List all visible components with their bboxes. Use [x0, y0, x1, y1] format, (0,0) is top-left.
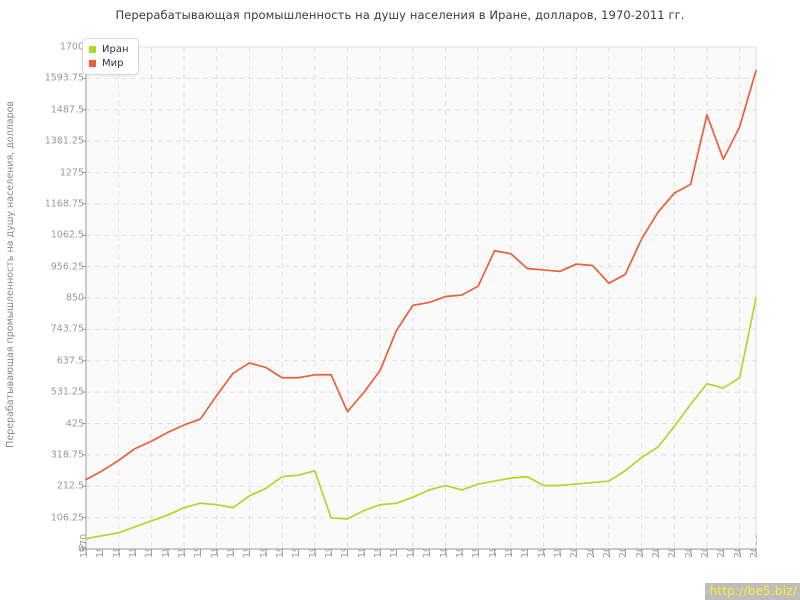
y-tick-label: 956.25 [50, 261, 84, 273]
grid-lines [85, 46, 756, 549]
legend-label-iran: Иран [102, 43, 129, 55]
legend-swatch-world [89, 59, 96, 67]
y-tick-label: 318.75 [50, 449, 84, 461]
series-line-world[interactable] [85, 69, 757, 481]
y-tick-label: 1275 [59, 167, 84, 178]
legend-label-world: Мир [102, 57, 124, 69]
y-tick-label: 743.75 [50, 323, 84, 335]
y-tick-label: 850 [65, 292, 84, 304]
legend-item-world[interactable]: Мир [89, 56, 129, 70]
y-tick-label: 1593.75 [44, 72, 84, 84]
y-tick-label: 1062.5 [50, 229, 84, 241]
series-line-iran[interactable] [85, 297, 757, 540]
chart-title: Перерабатывающая промышленность на душу … [115, 8, 685, 22]
legend-swatch-iran [89, 45, 96, 53]
y-tick-label: 1168.75 [44, 198, 84, 210]
y-tick-label: 212.5 [56, 480, 84, 492]
y-tick-label: 1487.5 [50, 104, 84, 116]
y-tick-label: 1381.25 [44, 135, 84, 147]
y-tick-label: 531.25 [50, 386, 84, 398]
y-tick-label: 106.25 [50, 512, 84, 524]
chart-legend: Иран Мир [82, 38, 139, 75]
legend-item-iran[interactable]: Иран [89, 42, 129, 56]
y-tick-label: 1700 [59, 41, 84, 53]
y-tick-label: 425 [65, 418, 84, 429]
y-axis-tick-labels: 0 106.25 212.5 318.75 425 531.25 637.5 743.75 85… [14, 0, 84, 600]
watermark: http://be5.biz/ [705, 583, 800, 600]
y-tick-label: 0 [77, 543, 84, 555]
y-tick-label: 637.5 [56, 355, 84, 367]
